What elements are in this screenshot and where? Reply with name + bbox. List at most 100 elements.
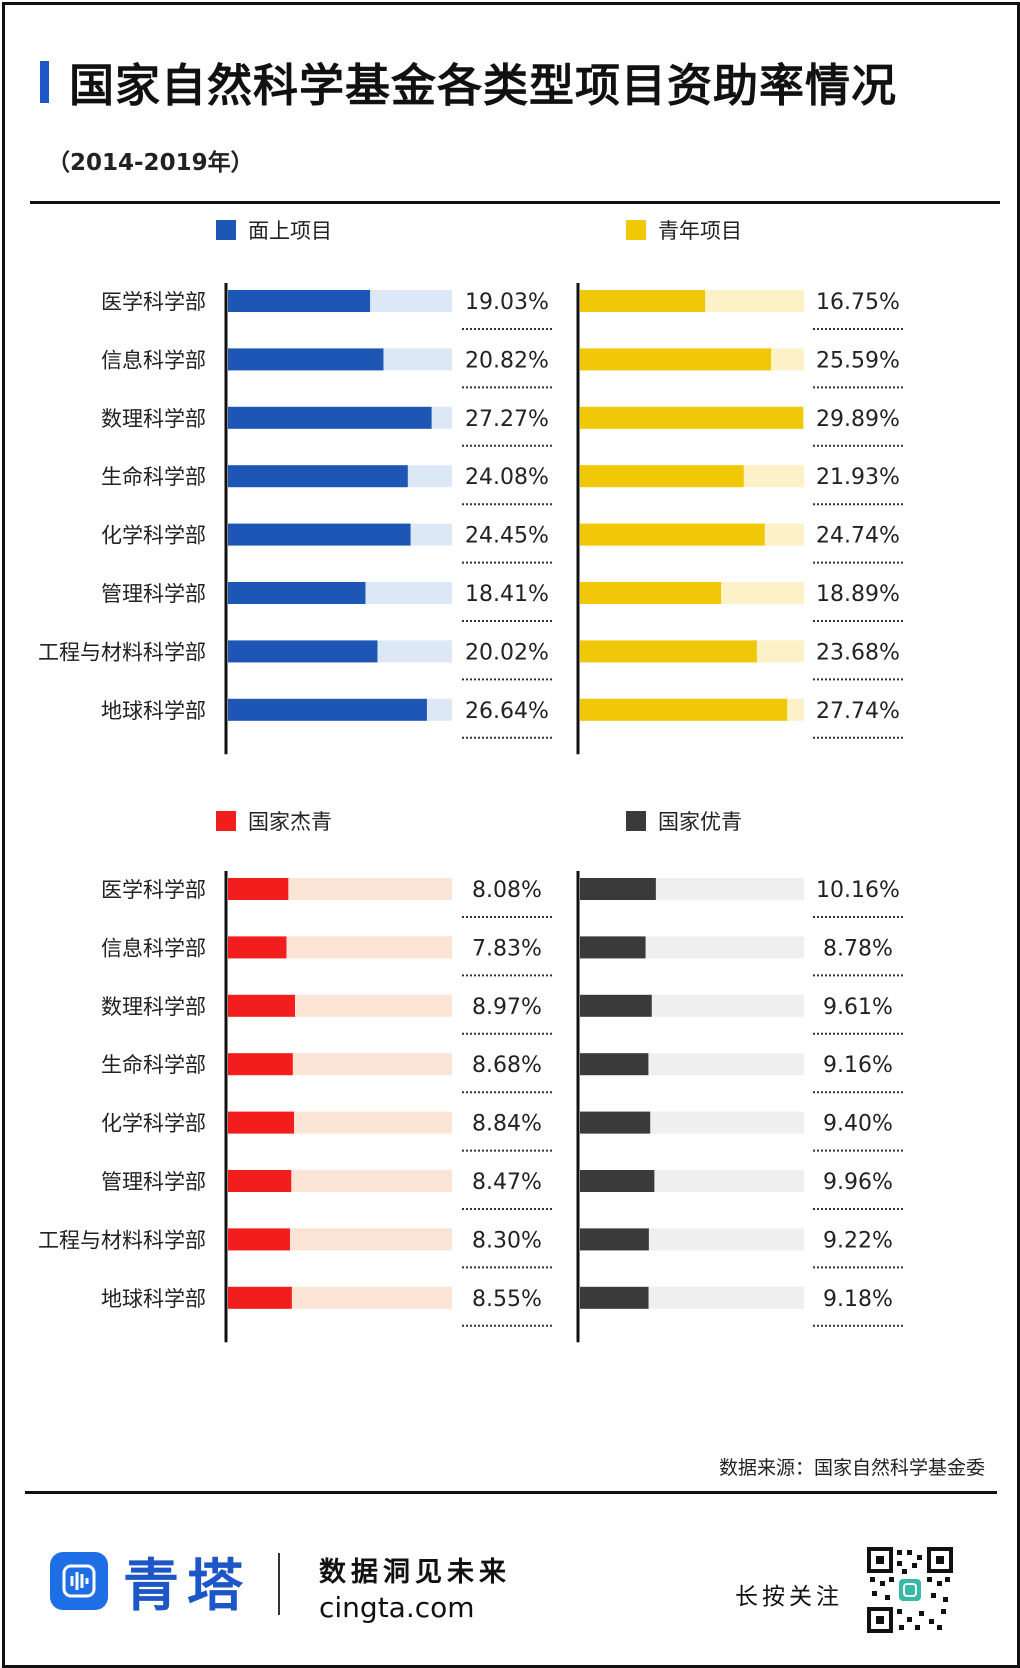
- data-label: 20.02%: [465, 640, 549, 665]
- data-label: 9.22%: [823, 1228, 893, 1253]
- data-label: 9.61%: [823, 995, 893, 1020]
- data-label: 24.08%: [465, 465, 549, 490]
- bar: [580, 1111, 651, 1134]
- category-label: 信息科学部: [101, 348, 206, 372]
- data-label: 9.16%: [823, 1053, 893, 1078]
- category-label: 数理科学部: [101, 407, 206, 431]
- slogan: 数据洞见未来: [319, 1557, 511, 1588]
- data-label: 29.89%: [816, 407, 900, 432]
- bar: [228, 582, 366, 604]
- category-label: 工程与材料科学部: [38, 640, 206, 664]
- category-label: 管理科学部: [101, 582, 206, 606]
- category-label: 化学科学部: [101, 1112, 206, 1136]
- bar: [580, 348, 772, 371]
- data-label: 8.08%: [472, 878, 542, 903]
- legend-swatch: [216, 220, 236, 240]
- data-label: 8.84%: [472, 1112, 542, 1137]
- page-title: 国家自然科学基金各类型项目资助率情况: [69, 59, 898, 112]
- bottom-divider: [25, 1491, 997, 1494]
- data-label: 18.41%: [465, 582, 549, 607]
- bar: [228, 465, 408, 488]
- data-label: 25.59%: [816, 348, 900, 373]
- bar: [228, 878, 289, 900]
- data-label: 8.97%: [472, 995, 542, 1020]
- data-label: 9.96%: [823, 1170, 893, 1195]
- bar: [228, 1053, 293, 1076]
- data-label: 27.27%: [465, 407, 549, 432]
- data-label: 19.03%: [465, 290, 549, 315]
- data-label: 7.83%: [472, 936, 542, 961]
- bar: [580, 994, 652, 1017]
- category-label: 生命科学部: [101, 465, 206, 489]
- bar: [580, 523, 765, 546]
- data-label: 8.78%: [823, 936, 893, 961]
- data-label: 24.74%: [816, 524, 900, 549]
- bar: [580, 878, 656, 900]
- data-label: 21.93%: [816, 465, 900, 490]
- bar: [580, 1053, 649, 1076]
- category-label: 数理科学部: [101, 995, 206, 1019]
- data-label: 24.45%: [465, 524, 549, 549]
- bar: [580, 936, 646, 959]
- data-label: 10.16%: [816, 878, 900, 903]
- bar: [228, 698, 427, 721]
- data-label: 8.68%: [472, 1053, 542, 1078]
- data-label: 8.30%: [472, 1228, 542, 1253]
- bar: [228, 1170, 292, 1192]
- charts-svg: 面上项目 19.03% 医学科学部 20.82% 信息科学部 27.27% 数理科学部 24.…: [38, 219, 903, 1343]
- title-accent-bar: [40, 61, 49, 103]
- page-subtitle: （2014-2019年）: [47, 150, 254, 176]
- brand-name: 青塔: [123, 1553, 251, 1619]
- follow-prompt: 长按关注: [735, 1584, 843, 1610]
- data-label: 27.74%: [816, 699, 900, 724]
- category-label: 生命科学部: [101, 1053, 206, 1077]
- bar: [228, 406, 432, 429]
- legend-label: 面上项目: [248, 219, 332, 243]
- bar: [580, 640, 757, 663]
- footer-divider: [278, 1553, 280, 1615]
- bar: [228, 290, 371, 312]
- top-divider: [30, 201, 1000, 204]
- data-label: 26.64%: [465, 699, 549, 724]
- bar: [228, 523, 411, 546]
- bar: [580, 1228, 649, 1251]
- data-label: 23.68%: [816, 640, 900, 665]
- data-label: 8.55%: [472, 1287, 542, 1312]
- legend-label: 国家优青: [658, 810, 742, 834]
- legend-label: 国家杰青: [248, 810, 332, 834]
- category-label: 管理科学部: [101, 1170, 206, 1194]
- legend-swatch: [626, 220, 646, 240]
- data-label: 8.47%: [472, 1170, 542, 1195]
- data-label: 18.89%: [816, 582, 900, 607]
- data-label: 16.75%: [816, 290, 900, 315]
- bar: [228, 640, 378, 663]
- legend-swatch: [626, 811, 646, 831]
- bar: [228, 348, 384, 371]
- footer: 青塔 数据洞见未来 cingta.com 长按关注: [5, 1495, 1017, 1665]
- bar: [228, 994, 295, 1017]
- bar: [580, 582, 722, 604]
- qr-code-icon[interactable]: [867, 1547, 953, 1633]
- website-link[interactable]: cingta.com: [319, 1591, 475, 1624]
- bar: [228, 936, 287, 959]
- legend-swatch: [216, 811, 236, 831]
- category-label: 化学科学部: [101, 524, 206, 548]
- data-label: 20.82%: [465, 348, 549, 373]
- category-label: 地球科学部: [101, 699, 206, 723]
- bar: [580, 406, 804, 429]
- sound-wave-logo-icon: [50, 1552, 108, 1610]
- data-source: 数据来源：国家自然科学基金委: [718, 1457, 985, 1479]
- category-label: 工程与材料科学部: [38, 1228, 206, 1252]
- bar: [580, 465, 744, 488]
- data-label: 9.40%: [823, 1112, 893, 1137]
- bar: [580, 290, 706, 312]
- bar: [580, 1170, 655, 1192]
- data-label: 9.18%: [823, 1287, 893, 1312]
- bar: [580, 1286, 649, 1309]
- category-label: 信息科学部: [101, 936, 206, 960]
- category-label: 地球科学部: [101, 1287, 206, 1311]
- bar: [228, 1111, 295, 1134]
- category-label: 医学科学部: [101, 878, 206, 902]
- category-label: 医学科学部: [101, 290, 206, 314]
